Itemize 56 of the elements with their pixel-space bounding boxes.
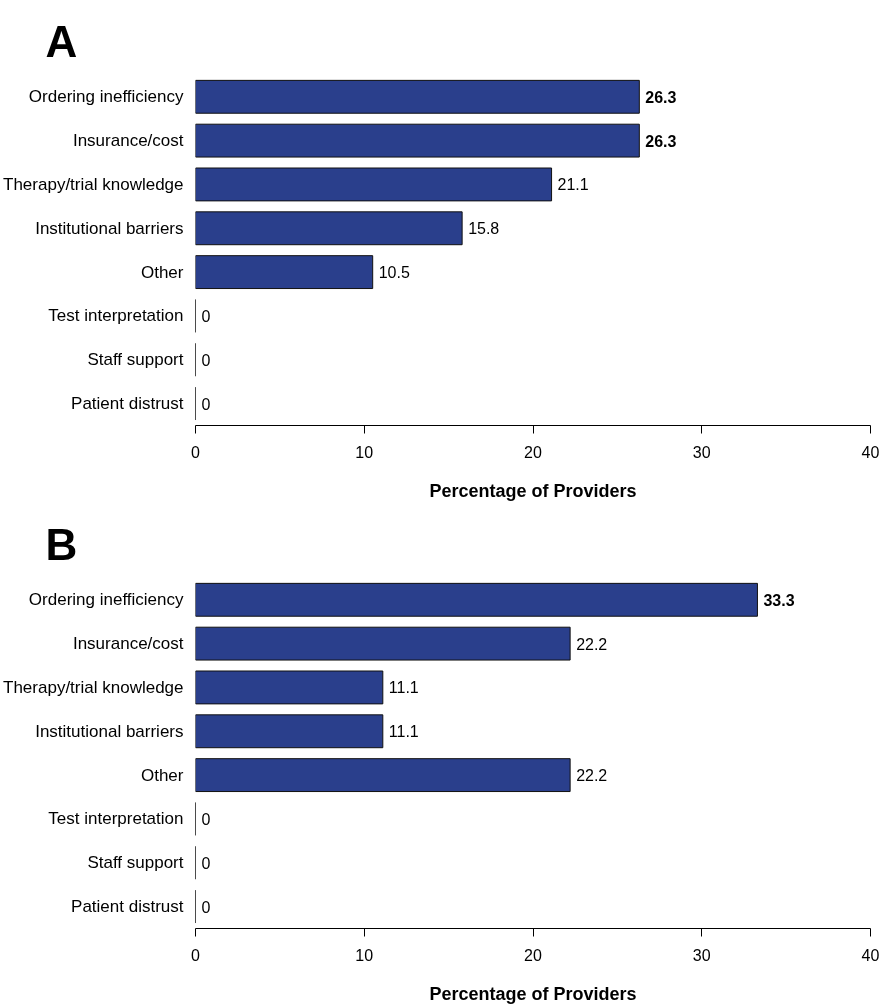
- bar: [195, 255, 374, 290]
- data-label: 22.2: [576, 635, 608, 653]
- y-tick-label: Insurance/cost: [72, 634, 184, 654]
- y-tick-label: Therapy/trial knowledge: [3, 174, 184, 194]
- x-tick-label: 30: [692, 443, 711, 461]
- data-label: 15.8: [468, 220, 500, 238]
- y-tick-label: Patient distrust: [71, 897, 184, 917]
- x-tick-label: 30: [692, 946, 711, 964]
- x-tick-label: 40: [861, 443, 880, 461]
- x-tick-label: 0: [191, 946, 201, 964]
- data-label: 26.3: [645, 132, 677, 150]
- y-tick-label: Institutional barriers: [35, 218, 184, 238]
- data-label: 21.1: [557, 176, 589, 194]
- x-tick-label: 10: [355, 946, 374, 964]
- data-label: 0: [201, 810, 211, 828]
- y-tick-label: Patient distrust: [71, 394, 184, 414]
- data-label: 0: [201, 854, 211, 872]
- x-tick-label: 0: [191, 443, 201, 461]
- bar: [195, 670, 384, 705]
- chart-title: B: [45, 519, 78, 569]
- y-tick-label: Other: [140, 765, 184, 785]
- y-tick-label: Test interpretation: [48, 306, 184, 326]
- x-tick-label: 20: [524, 946, 542, 964]
- bar: [195, 123, 640, 158]
- data-label: 0: [201, 351, 211, 369]
- data-label: 26.3: [645, 88, 677, 106]
- bar: [195, 758, 571, 793]
- data-label: 0: [201, 898, 211, 916]
- y-tick-label: Institutional barriers: [35, 721, 184, 741]
- bar: [195, 167, 553, 202]
- y-tick-label: Therapy/trial knowledge: [3, 677, 184, 697]
- y-tick-label: Other: [140, 262, 184, 282]
- bar: [195, 79, 640, 114]
- data-label: 0: [201, 395, 211, 413]
- x-axis-title: Percentage of Providers: [429, 480, 637, 501]
- bar: [195, 626, 571, 661]
- bar: [195, 211, 463, 246]
- chart-title: A: [45, 16, 78, 66]
- bar: [195, 582, 758, 617]
- data-label: 11.1: [388, 679, 419, 697]
- y-tick-label: Staff support: [87, 853, 184, 873]
- data-label: 22.2: [576, 767, 608, 785]
- data-label: 33.3: [763, 591, 795, 609]
- x-tick-label: 40: [861, 946, 880, 964]
- y-tick-label: Ordering inefficiency: [28, 87, 184, 107]
- x-tick-label: 10: [355, 443, 374, 461]
- x-axis-title: Percentage of Providers: [429, 983, 637, 1004]
- y-tick-label: Staff support: [87, 350, 184, 370]
- bar: [195, 714, 384, 749]
- data-label: 11.1: [388, 723, 419, 741]
- data-label: 10.5: [378, 264, 410, 282]
- y-tick-label: Test interpretation: [48, 809, 184, 829]
- y-tick-label: Insurance/cost: [72, 131, 184, 151]
- y-tick-label: Ordering inefficiency: [28, 590, 184, 610]
- data-label: 0: [201, 307, 211, 325]
- x-tick-label: 20: [524, 443, 542, 461]
